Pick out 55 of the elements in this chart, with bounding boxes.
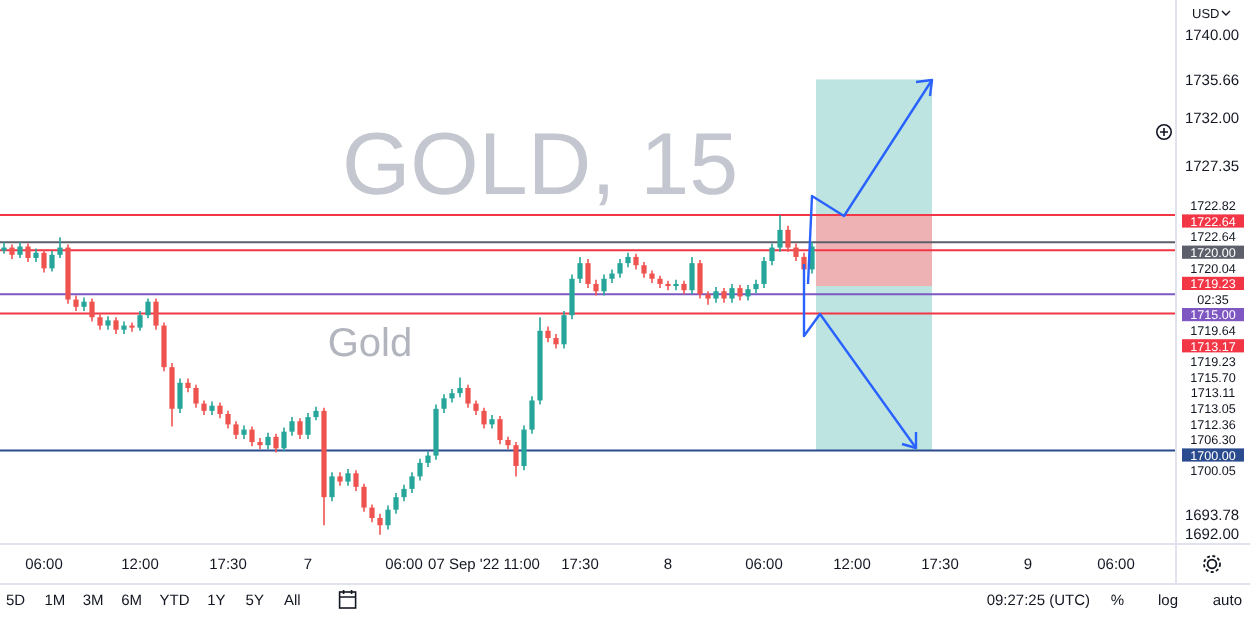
candlestick — [49, 249, 55, 273]
candlestick — [513, 441, 519, 478]
candlestick — [393, 492, 399, 515]
candlestick — [761, 256, 767, 289]
candlestick — [297, 417, 303, 440]
candlestick — [521, 424, 527, 471]
candlestick — [145, 297, 151, 320]
candlestick — [1, 241, 7, 255]
candlestick — [177, 377, 183, 414]
candlestick — [161, 321, 167, 373]
candlestick — [617, 258, 623, 279]
candlestick — [353, 469, 359, 492]
candlestick — [153, 297, 159, 331]
candlestick — [193, 384, 199, 409]
candlestick — [249, 425, 255, 448]
candlestick — [57, 236, 63, 259]
candlestick — [289, 416, 295, 437]
candlestick — [121, 320, 127, 335]
text: Gold — [327, 322, 413, 366]
candlestick — [697, 259, 703, 300]
candlestick — [361, 482, 367, 513]
candlestick — [409, 471, 415, 494]
candlestick — [385, 504, 391, 531]
candlestick — [441, 393, 447, 414]
candlestick — [89, 297, 95, 323]
candlestick — [561, 310, 567, 350]
candlestick — [281, 426, 287, 453]
candlestick — [169, 362, 175, 428]
candlestick — [41, 248, 47, 274]
candlestick — [481, 406, 487, 430]
candlestick — [305, 412, 311, 440]
candlestick — [329, 471, 335, 503]
candlestick — [601, 273, 607, 297]
candlestick — [673, 279, 679, 291]
candlestick — [457, 376, 463, 399]
candlestick — [729, 283, 735, 304]
candlestick — [465, 384, 471, 409]
text: GOLD, 15 — [341, 116, 739, 214]
candlestick — [273, 432, 279, 454]
candlestick — [25, 242, 31, 263]
candlestick — [569, 273, 575, 321]
candlestick — [689, 256, 695, 296]
candlestick — [785, 224, 791, 253]
candlestick — [497, 415, 503, 445]
candlestick — [577, 256, 583, 284]
candlestick — [665, 280, 671, 291]
candlestick — [777, 214, 783, 253]
candlestick — [417, 457, 423, 482]
candlestick — [529, 395, 535, 435]
candlestick — [129, 321, 135, 333]
candlestick — [137, 310, 143, 332]
candlestick — [377, 513, 383, 536]
candlestick — [769, 242, 775, 267]
candlestick — [585, 258, 591, 289]
candlestick — [433, 403, 439, 461]
